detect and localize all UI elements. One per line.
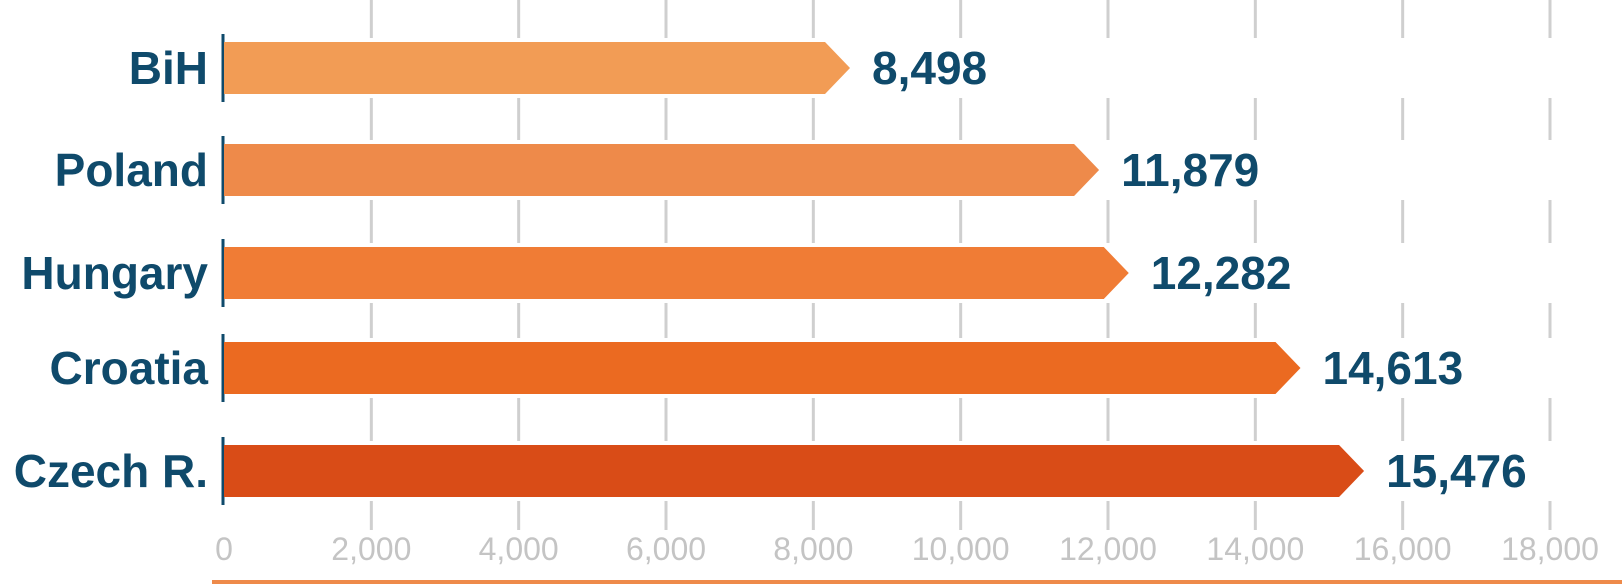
category-label: BiH (129, 42, 208, 94)
value-label: 11,879 (1121, 144, 1259, 196)
x-tick-label: 16,000 (1354, 531, 1452, 567)
bar-czech-r (224, 445, 1365, 497)
value-label: 15,476 (1386, 445, 1527, 497)
labels: BiH 8,498 Poland 11,879 Hungary 12,282 Croatia… (14, 42, 1527, 497)
category-label: Croatia (50, 342, 209, 394)
x-tick-label: 4,000 (479, 531, 559, 567)
x-tick-label: 12,000 (1059, 531, 1157, 567)
bars (221, 34, 1365, 505)
value-label: 8,498 (872, 42, 987, 94)
bar-bih (224, 42, 851, 94)
x-tick-label: 0 (215, 531, 233, 567)
x-tick-label: 10,000 (912, 531, 1010, 567)
category-label: Hungary (21, 247, 208, 299)
value-label: 12,282 (1151, 247, 1292, 299)
x-tick-label: 14,000 (1206, 531, 1304, 567)
bar-poland (224, 144, 1100, 196)
value-label: 14,613 (1322, 342, 1463, 394)
bar-croatia (224, 342, 1301, 394)
category-label: Poland (55, 144, 208, 196)
bar-hungary (224, 247, 1129, 299)
x-tick-label: 18,000 (1501, 531, 1599, 567)
x-tick-label: 6,000 (626, 531, 706, 567)
x-tick-label: 2,000 (331, 531, 411, 567)
category-label: Czech R. (14, 445, 208, 497)
x-axis-ticks: 0 2,000 4,000 6,000 8,000 10,000 12,000 14,000 1… (215, 531, 1599, 567)
gridlines (369, 0, 1552, 530)
x-tick-label: 8,000 (773, 531, 853, 567)
